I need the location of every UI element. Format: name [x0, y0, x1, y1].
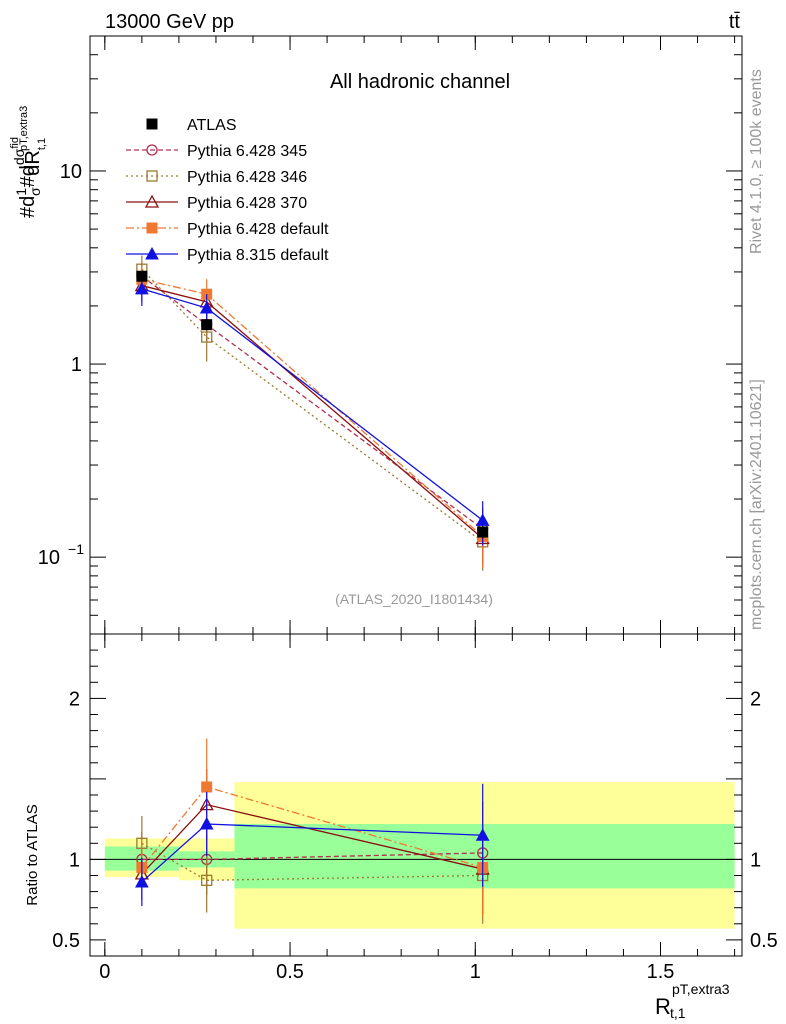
- ratio-y-tick-label-right: 0.5: [750, 930, 778, 952]
- point-pythia-8-315-default: [199, 301, 214, 314]
- point-pythia-8-315-default: [475, 513, 490, 526]
- svg-text:t,1: t,1: [670, 1005, 686, 1021]
- legend-label: Pythia 6.428 345: [187, 143, 307, 160]
- legend: ATLAS Pythia 6.428 345 Pythia 6.428 346 Pyt…: [126, 117, 329, 264]
- ratio-y-tick-label-right: 1: [750, 849, 761, 871]
- legend-label: Pythia 6.428 346: [187, 169, 307, 186]
- ratio-y-tick-label: 0.5: [52, 930, 80, 952]
- point-pythia-6-428-346: [201, 331, 213, 343]
- svg-text:R: R: [655, 994, 671, 1019]
- point-atlas: [136, 270, 148, 282]
- ratio-y-tick-label: 1: [69, 849, 80, 871]
- legend-item-atlas: ATLAS: [146, 117, 237, 134]
- legend-marker: [144, 194, 160, 208]
- y-tick-label: 10: [60, 161, 82, 183]
- y-tick-label: 10: [38, 547, 60, 569]
- x-tick-label: 0: [99, 961, 110, 983]
- header-right: tt̄: [729, 11, 741, 33]
- point-atlas: [477, 526, 489, 538]
- legend-marker: [146, 170, 158, 182]
- legend-label: Pythia 6.428 default: [187, 221, 329, 238]
- x-axis-label: R t,1 pT,extra3: [655, 981, 730, 1021]
- series-line-pythia-6-428-346: [141, 268, 484, 543]
- y-tick-label-exp: −1: [68, 541, 84, 557]
- legend-marker: [146, 222, 158, 234]
- rivet-label: Rivet 4.1.0, ≥ 100k events: [748, 69, 765, 254]
- ratio-point-pythia-8-315-default: [135, 874, 149, 888]
- legend-label: ATLAS: [187, 117, 237, 134]
- legend-marker: [145, 246, 159, 260]
- axes-and-ticks: 0 0.5 1 1.5 10 1 10 −1 2 2 1 1 0.5 0.5: [38, 35, 778, 983]
- ratio-point-pythia-8-315-default: [475, 828, 490, 841]
- legend-item-pythia-6-428-370: Pythia 6.428 370: [126, 194, 307, 212]
- ratio-panel-series: [134, 738, 490, 924]
- legend-item-pythia-8-315-default: Pythia 8.315 default: [126, 246, 329, 264]
- ratio-point-pythia-6-428-346: [201, 874, 213, 886]
- x-tick-label: 1: [470, 961, 481, 983]
- x-tick-label: 0.5: [276, 961, 304, 983]
- watermark: (ATLAS_2020_I1801434): [335, 591, 493, 607]
- chart-title: All hadronic channel: [330, 71, 510, 93]
- ratio-y-axis-label: Ratio to ATLAS: [24, 804, 41, 905]
- legend-marker: [146, 144, 158, 156]
- main-panel-series: [134, 255, 490, 571]
- legend-label: Pythia 6.428 370: [187, 195, 307, 212]
- legend-item-pythia-6-428-345: Pythia 6.428 345: [126, 143, 307, 160]
- point-pythia-8-315-default: [135, 281, 149, 295]
- ratio-y-tick-label: 2: [69, 688, 80, 710]
- header-left: 13000 GeV pp: [105, 11, 234, 33]
- ratio-point-pythia-8-315-default: [199, 816, 214, 830]
- site-label: mcplots.cern.ch [arXiv:2401.10621]: [748, 379, 765, 630]
- x-tick-label: 1.5: [647, 961, 675, 983]
- legend-item-pythia-6-428-default: Pythia 6.428 default: [126, 221, 329, 238]
- legend-marker: [146, 118, 158, 130]
- ratio-point-pythia-6-428-default: [201, 781, 213, 793]
- svg-text:pT,extra3: pT,extra3: [672, 981, 730, 997]
- ratio-uncertainty-bands: [104, 782, 735, 929]
- point-atlas: [201, 319, 213, 331]
- svg-text:#d1σ#ddσfidpT,extra3dRt,1: #d1σ#ddσfidpT,extra3dRt,1: [9, 106, 48, 218]
- y-tick-label: 1: [71, 354, 82, 376]
- legend-item-pythia-6-428-346: Pythia 6.428 346: [126, 169, 307, 186]
- ratio-panel-frame: [89, 633, 743, 957]
- ratio-y-tick-label-right: 2: [750, 688, 761, 710]
- top-y-axis-label: #d1σ#ddσfidpT,extra3dRt,1: [9, 106, 48, 218]
- legend-label: Pythia 8.315 default: [187, 247, 329, 264]
